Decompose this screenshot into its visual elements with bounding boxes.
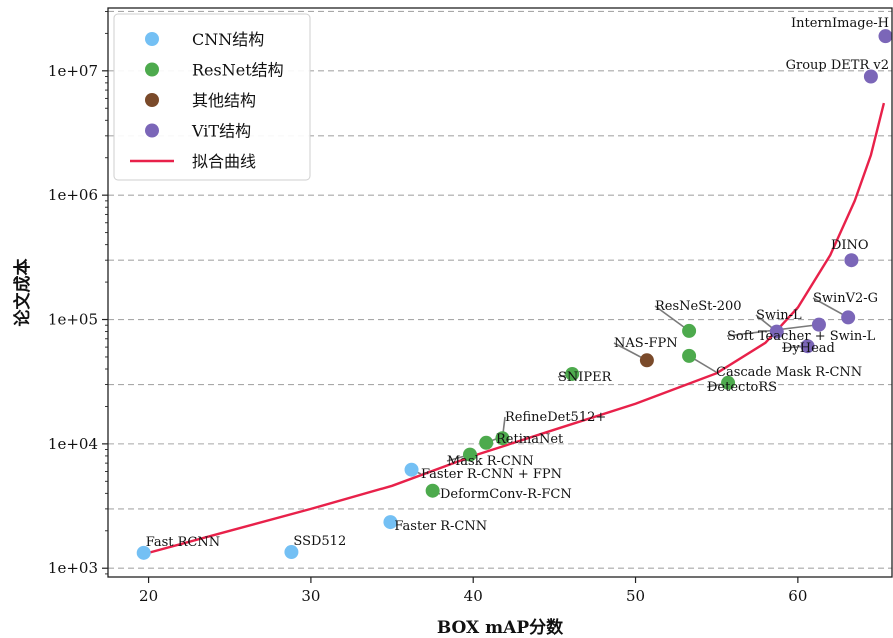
- data-point-label: DeformConv-R-FCN: [440, 487, 572, 502]
- data-point: [425, 483, 440, 498]
- axis-layer: 20 30 40 50 60 1e+03 1e+04 1e+05 1e+06 1e+07 BOX m…: [12, 7, 893, 638]
- data-point: [462, 447, 477, 462]
- data-point-label: NAS-FPN: [614, 336, 678, 351]
- x-tick-label: 30: [301, 587, 320, 605]
- legend-marker: [145, 123, 159, 138]
- data-point: [800, 339, 815, 354]
- data-point-label: Faster R-CNN: [394, 519, 487, 534]
- data-point-label: Cascade Mask R-CNN: [716, 365, 862, 380]
- data-point-label: Swin-L: [756, 308, 802, 323]
- data-point-label: Faster R-CNN + FPN: [421, 467, 562, 482]
- data-point-label: DyHead: [782, 341, 835, 356]
- x-tick-label: 60: [788, 587, 807, 605]
- x-tick-label: 40: [464, 587, 483, 605]
- data-point-label: SNIPER: [558, 370, 613, 385]
- y-axis-title: 论文成本: [12, 259, 33, 327]
- data-point: [404, 462, 419, 477]
- data-point: [682, 323, 697, 338]
- y-tick-label: 1e+05: [48, 311, 98, 329]
- data-point-label: RetinaNet: [496, 432, 564, 447]
- data-point: [639, 353, 654, 368]
- data-point-label: Fast RCNN: [146, 535, 220, 550]
- data-point: [769, 324, 784, 339]
- legend-box: [113, 13, 311, 181]
- legend-label: 其他结构: [192, 91, 256, 110]
- curve-layer: [143, 102, 886, 556]
- x-tick-label: 20: [139, 587, 158, 605]
- data-point: [383, 515, 398, 530]
- data-point: [721, 375, 736, 390]
- legend-label: ResNet结构: [192, 61, 284, 80]
- legend-marker: [145, 62, 159, 77]
- leader-line: [654, 305, 690, 332]
- data-point: [565, 366, 580, 381]
- data-point: [863, 69, 878, 84]
- data-point-label: DINO: [831, 238, 869, 253]
- data-point-label: SSD512: [293, 534, 346, 549]
- data-point: [682, 348, 697, 363]
- legend-label: 拟合曲线: [192, 152, 256, 171]
- y-tick-label: 1e+07: [48, 62, 98, 80]
- plot-frame: [107, 7, 893, 578]
- data-point: [841, 310, 856, 325]
- data-point: [479, 435, 494, 450]
- data-point-label: ResNeSt-200: [655, 299, 742, 314]
- data-point: [844, 253, 859, 268]
- data-point-label: SwinV2-G: [813, 291, 878, 306]
- y-tick-label: 1e+03: [48, 559, 98, 577]
- data-point-label: Group DETR v2: [786, 58, 889, 73]
- y-tick-label: 1e+04: [48, 435, 98, 453]
- legend-marker: [145, 93, 159, 107]
- legend-label: ViT结构: [191, 122, 251, 141]
- legend-marker: [145, 32, 159, 46]
- data-point: [878, 29, 893, 44]
- grid-layer: [108, 10, 892, 569]
- x-axis-title: BOX mAP分数: [437, 617, 564, 638]
- legend-label: CNN结构: [192, 30, 264, 49]
- label-layer: Fast RCNN SSD512 Faster R-CNN Faster R-CNN …: [146, 16, 889, 550]
- point-layer: [136, 29, 893, 560]
- data-point-label: RefineDet512+: [505, 410, 606, 425]
- y-tick-label: 1e+06: [48, 186, 98, 204]
- data-point-label: Mask R-CNN: [447, 454, 534, 469]
- data-point-label: Soft Teacher + Swin-L: [727, 329, 876, 344]
- fit-curve-line: [143, 102, 886, 556]
- data-point-label: InternImage-H: [791, 16, 889, 31]
- data-point: [136, 545, 151, 560]
- data-point: [284, 545, 299, 560]
- data-point: [811, 317, 826, 332]
- x-tick-label: 50: [626, 587, 645, 605]
- data-point: [495, 431, 510, 446]
- data-point-label: DetectoRS: [707, 380, 777, 395]
